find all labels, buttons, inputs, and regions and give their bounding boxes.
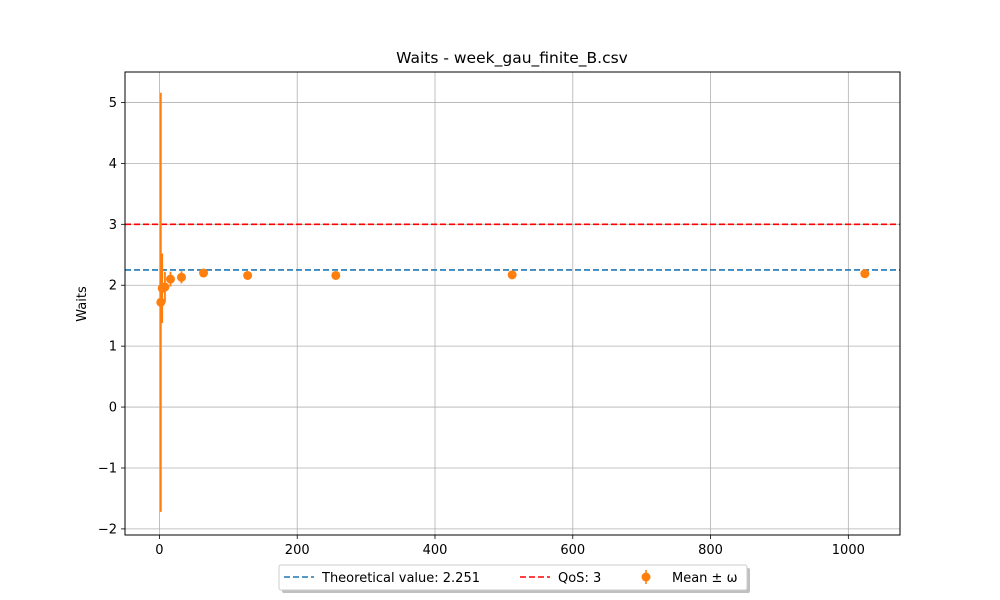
y-axis-ticks: −2 −1 0 1 2 3 4 5	[98, 96, 125, 537]
data-point	[176, 272, 186, 282]
data-series	[156, 92, 870, 512]
data-point	[199, 268, 209, 278]
data-point	[165, 274, 175, 284]
y-tick-label: 4	[109, 157, 117, 172]
y-axis-title: Waits	[75, 286, 90, 322]
data-point	[156, 297, 166, 307]
legend: Theoretical value: 2.251 QoS: 3 Mean ± ω	[278, 564, 750, 593]
reference-lines	[125, 223, 900, 271]
legend-theoretical-label: Theoretical value: 2.251	[321, 571, 480, 586]
legend-qos-label: QoS: 3	[558, 571, 601, 586]
plot-area-frame	[124, 71, 901, 536]
data-point	[507, 270, 517, 280]
x-tick-label: 800	[698, 543, 723, 558]
x-tick-label: 0	[155, 543, 163, 558]
chart-title: Waits - week_gau_finite_B.csv	[396, 49, 628, 68]
y-tick-label: 5	[109, 96, 117, 111]
x-tick-label: 200	[285, 543, 310, 558]
legend-box	[278, 564, 748, 591]
legend-mean-label: Mean ± ω	[672, 571, 737, 586]
y-tick-label: 1	[109, 340, 117, 355]
y-tick-label: −2	[98, 522, 117, 537]
x-axis-ticks: 0 200 400 600 800 1000	[155, 535, 865, 558]
y-tick-label: 0	[109, 401, 117, 416]
data-point	[331, 270, 341, 280]
y-tick-label: −1	[98, 461, 117, 476]
y-tick-label: 3	[109, 218, 117, 233]
y-tick-label: 2	[109, 279, 117, 294]
x-tick-label: 1000	[832, 543, 865, 558]
x-tick-label: 400	[423, 543, 448, 558]
grid	[125, 72, 900, 535]
data-point	[860, 269, 870, 279]
data-point	[243, 270, 253, 280]
legend-mean-swatch-marker	[641, 572, 651, 582]
x-tick-label: 600	[560, 543, 585, 558]
data-point	[160, 282, 170, 292]
